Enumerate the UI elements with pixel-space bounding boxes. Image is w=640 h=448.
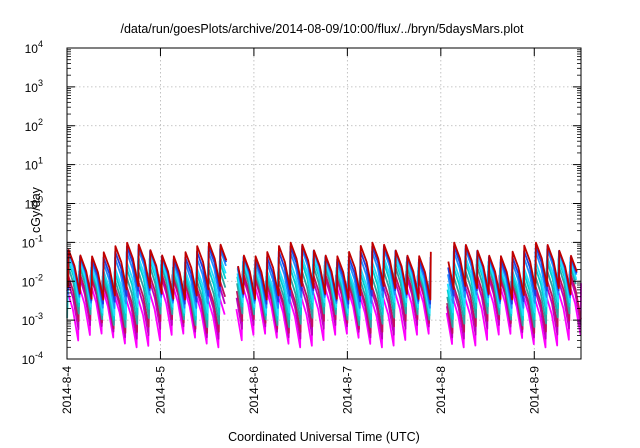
x-tick-label: 2014-8-4	[60, 366, 74, 414]
x-tick-label: 2014-8-6	[247, 366, 261, 414]
y-tick-exponent: -2	[35, 272, 43, 282]
y-axis-label: cGy/day	[29, 186, 43, 233]
x-tick-label: 2014-8-9	[527, 366, 541, 414]
chart-title: /data/run/goesPlots/archive/2014-08-09/1…	[120, 22, 524, 36]
x-tick-label: 2014-8-7	[340, 366, 354, 414]
y-tick-exponent: 3	[38, 78, 43, 88]
y-tick-exponent: -4	[35, 350, 43, 360]
series-group	[66, 241, 582, 349]
x-tick-label: 2014-8-5	[153, 366, 167, 414]
y-tick-exponent: 1	[38, 156, 43, 166]
y-tick-exponent: 2	[38, 117, 43, 127]
y-tick-exponent: 0	[38, 195, 43, 205]
x-tick-label: 2014-8-8	[434, 366, 448, 414]
y-tick-exponent: -3	[35, 311, 43, 321]
x-axis: 2014-8-4 2014-8-5 2014-8-6 2014-8-7 2014-8-8…	[60, 48, 541, 414]
y-tick-exponent: 4	[38, 39, 43, 49]
x-axis-label: Coordinated Universal Time (UTC)	[228, 430, 420, 444]
y-tick-exponent: -1	[35, 233, 43, 243]
series-line	[67, 241, 578, 301]
